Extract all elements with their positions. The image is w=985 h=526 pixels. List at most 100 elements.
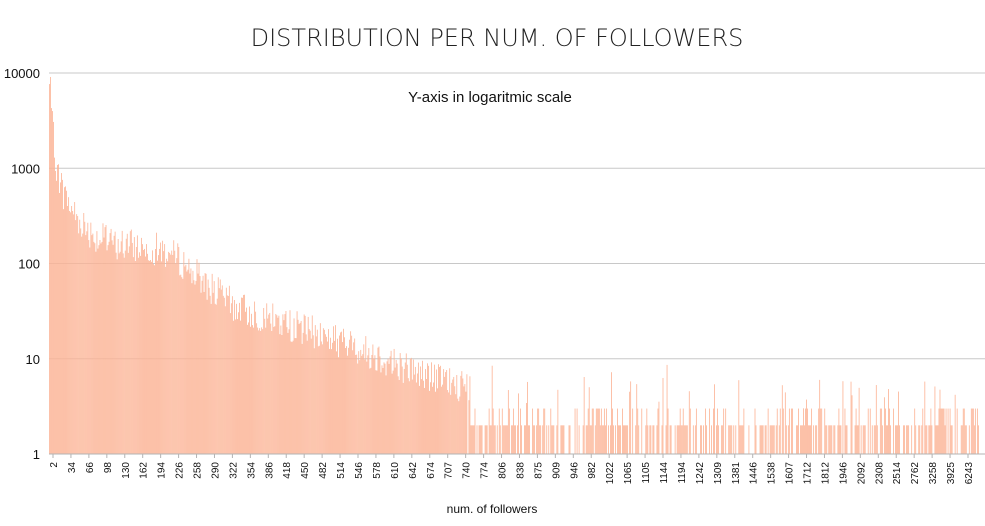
x-tick-label: 194	[157, 462, 168, 479]
x-tick-label: 909	[551, 462, 562, 479]
bar	[600, 408, 602, 454]
bar	[122, 253, 124, 454]
bar	[390, 350, 392, 454]
bar	[139, 255, 141, 454]
bar	[515, 425, 516, 454]
x-tick-label: 642	[408, 462, 419, 479]
bar	[713, 408, 714, 454]
bar	[782, 408, 784, 454]
bar	[890, 425, 891, 454]
bar	[72, 211, 74, 454]
bar	[240, 320, 241, 454]
bar	[582, 425, 584, 454]
bar	[506, 425, 508, 454]
bar	[428, 365, 429, 454]
bar	[61, 173, 62, 455]
bar	[217, 277, 219, 454]
bar	[271, 330, 273, 454]
x-tick-label: 982	[587, 462, 598, 479]
bar	[703, 425, 704, 454]
bar	[741, 425, 743, 454]
bar	[310, 338, 312, 454]
bar	[104, 227, 106, 454]
bar	[453, 376, 455, 454]
bar	[468, 400, 470, 454]
bar	[447, 389, 449, 454]
bar	[625, 425, 627, 454]
bar	[796, 425, 797, 454]
bar	[307, 316, 309, 454]
bar	[392, 370, 394, 454]
bar	[846, 425, 848, 454]
bar	[284, 314, 286, 454]
bar	[586, 425, 588, 454]
bar	[915, 425, 917, 454]
x-tick-label: 1607	[785, 462, 796, 485]
bar	[759, 425, 761, 454]
bar	[299, 322, 301, 454]
bar	[650, 425, 652, 454]
bar	[418, 385, 420, 454]
bar	[429, 390, 430, 454]
bar	[869, 408, 871, 454]
bar	[662, 377, 664, 454]
y-tick-label: 1000	[11, 161, 40, 176]
bar	[518, 393, 519, 454]
bar	[348, 347, 350, 454]
bar	[302, 332, 304, 454]
bar	[207, 279, 209, 454]
bar	[377, 347, 379, 454]
bar	[352, 350, 354, 454]
bar	[443, 369, 445, 454]
y-tick-label: 10000	[4, 66, 40, 81]
bar	[875, 385, 877, 454]
bar	[561, 425, 563, 454]
bar	[692, 425, 694, 454]
bar	[934, 386, 936, 454]
bar	[97, 248, 99, 454]
bar	[238, 312, 239, 454]
bar	[937, 425, 939, 454]
bar	[440, 365, 442, 454]
bar	[857, 425, 859, 454]
bar	[337, 338, 338, 454]
bar	[198, 262, 200, 454]
bar	[887, 425, 888, 454]
bar	[224, 306, 226, 454]
bar	[446, 370, 448, 454]
bar	[595, 408, 597, 454]
y-tick-labels: 1 10 100 1000 10000	[4, 66, 40, 462]
bar	[517, 425, 518, 454]
bar	[716, 425, 717, 454]
bar	[935, 425, 937, 454]
bar	[222, 295, 224, 454]
bar	[417, 362, 419, 454]
bar	[102, 223, 104, 454]
bar	[599, 425, 601, 454]
bar	[115, 252, 117, 454]
bar	[84, 221, 86, 454]
bar	[816, 425, 818, 454]
bar	[883, 397, 885, 454]
bar	[562, 425, 564, 454]
bar	[856, 425, 858, 454]
bar	[801, 425, 802, 454]
bar	[365, 336, 367, 454]
bar	[524, 425, 525, 454]
bar	[896, 425, 897, 454]
bar	[166, 258, 168, 454]
bar	[538, 408, 540, 454]
x-tick-label: 610	[390, 462, 401, 479]
x-tick-label: 1946	[838, 462, 849, 485]
bar	[505, 425, 507, 454]
bar	[167, 261, 169, 454]
bar	[448, 392, 450, 454]
bar	[236, 303, 237, 454]
bar	[536, 425, 538, 454]
bar	[257, 327, 259, 454]
bar	[136, 235, 138, 454]
bar	[591, 408, 593, 454]
bar	[444, 376, 446, 454]
bar	[419, 366, 421, 454]
bar	[592, 408, 594, 454]
